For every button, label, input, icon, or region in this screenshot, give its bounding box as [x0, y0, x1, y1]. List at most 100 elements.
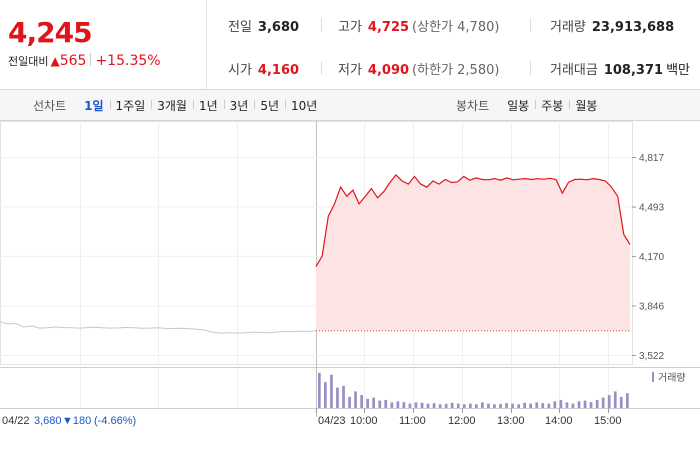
volume-bar [318, 372, 321, 408]
stat-low: 저가 4,090 (하한가 2,580) [338, 59, 499, 78]
stat-prev-close: 전일 3,680 [228, 16, 299, 35]
volume-bar [462, 404, 466, 408]
volume-bar [384, 399, 388, 408]
tab-daily[interactable]: 일봉 [507, 99, 530, 113]
volume-bar [396, 401, 400, 408]
tab-3m[interactable]: 3개월 [151, 97, 193, 114]
volume-bar [414, 402, 418, 408]
volume-bar [481, 402, 484, 408]
y-tick-label: 3,846 [639, 301, 664, 312]
tab-monthly[interactable]: 월봉 [569, 97, 603, 114]
volume-bar [487, 403, 490, 408]
divider [530, 18, 531, 32]
volume-bar [426, 403, 430, 408]
y-axis: 4,817 4,493 4,170 3,846 3,522 [632, 153, 664, 362]
volume-bar [565, 402, 569, 408]
volume-bar [553, 401, 557, 408]
volume-bar [505, 403, 508, 408]
volume-bar [559, 399, 563, 408]
volume-bar [360, 395, 363, 408]
prev-day-close: 3,680 [34, 415, 62, 427]
volume-bar [499, 403, 502, 408]
limit-value: 2,580) [457, 63, 500, 78]
volume-bar [390, 402, 394, 408]
candle-chart-title: 봉차트 [456, 99, 490, 113]
change-percent: +15.35% [95, 53, 161, 69]
volume-bar [324, 382, 327, 408]
y-tick-label: 4,170 [639, 252, 664, 263]
volume-bar [469, 403, 472, 408]
stat-label: 거래대금 [550, 63, 598, 78]
volume-bar [607, 395, 611, 408]
volume-bar [450, 402, 454, 408]
tab-10y[interactable]: 10년 [285, 97, 323, 114]
stat-label: 거래량 [550, 20, 586, 35]
volume-bar [475, 404, 478, 408]
x-tick-label: 13:00 [497, 415, 525, 427]
stat-label: 전일 [228, 20, 252, 35]
volume-bar [529, 403, 532, 408]
x-axis: 04/23 10:00 11:00 12:00 13:00 14:00 15:00 [316, 408, 622, 427]
tab-1w[interactable]: 1주일 [109, 97, 152, 114]
stat-label: 시가 [228, 63, 252, 78]
stat-value: 4,725 [367, 20, 410, 35]
stat-volume: 거래량 23,913,688 [550, 16, 674, 35]
volume-bar [535, 402, 539, 408]
volume-bar [336, 387, 339, 408]
volume-legend-swatch [652, 372, 654, 382]
volume-bar [619, 396, 623, 408]
volume-bar [438, 404, 442, 408]
x-tick-label: 11:00 [399, 415, 426, 427]
volume-bar [354, 391, 357, 409]
up-arrow-icon: ▲ [50, 54, 60, 68]
limit-value: 4,780) [457, 20, 500, 35]
stat-value: 3,680 [257, 20, 300, 35]
tab-1d[interactable]: 1일 [84, 99, 104, 113]
candle-chart-tabs: 봉차트 일봉 주봉 월봉 [456, 90, 603, 121]
volume-bar [330, 374, 333, 408]
volume-bar [402, 402, 406, 408]
prev-day-date: 04/22 [2, 415, 30, 427]
stat-label: 저가 [338, 63, 362, 78]
stat-label: 고가 [338, 20, 362, 35]
volume-bar [342, 385, 345, 408]
volume-bar [408, 403, 412, 408]
volume-bar [444, 403, 448, 408]
price-change: 전일대비 ▲565 +15.35% [8, 53, 161, 69]
divider [530, 61, 531, 75]
volume-bar [583, 400, 587, 408]
volume-bar [432, 403, 436, 408]
x-tick-label: 10:00 [350, 415, 378, 427]
volume-bar [601, 397, 605, 408]
today-area [315, 174, 631, 332]
prev-day-change: ▼180 [62, 415, 91, 427]
chart-tabbar: 선차트 1일 1주일 3개월 1년 3년 5년 10년 봉차트 일봉 주봉 월봉 [0, 90, 700, 121]
volume-bar [523, 402, 526, 408]
y-tick-label: 4,493 [639, 203, 664, 214]
x-tick-label: 15:00 [594, 415, 622, 427]
y-tick-label: 3,522 [639, 351, 664, 362]
stat-value: 108,371 [603, 63, 664, 78]
volume-bar [595, 399, 599, 408]
tab-1y[interactable]: 1년 [192, 97, 224, 114]
tab-weekly[interactable]: 주봉 [535, 97, 569, 114]
stat-value: 23,913,688 [591, 20, 675, 35]
change-label: 전일대비 [8, 55, 49, 68]
stat-value: 4,160 [257, 63, 300, 78]
volume-bar [372, 397, 375, 408]
volume-bar [511, 403, 514, 408]
volume-bar [378, 400, 382, 408]
volume-bars [318, 372, 629, 409]
divider [321, 61, 322, 75]
volume-bar [456, 403, 460, 408]
limit-label: (상한가 [412, 20, 453, 35]
price-box: 4,245 전일대비 ▲565 +15.35% [0, 0, 207, 90]
current-price: 4,245 [8, 16, 93, 49]
x-tick-label: 04/23 [318, 415, 346, 427]
stat-unit: 백만 [666, 63, 690, 78]
volume-bar [517, 404, 520, 408]
tab-3y[interactable]: 3년 [223, 97, 255, 114]
volume-bar [541, 403, 545, 408]
volume-bar [547, 403, 551, 408]
tab-5y[interactable]: 5년 [254, 97, 285, 114]
